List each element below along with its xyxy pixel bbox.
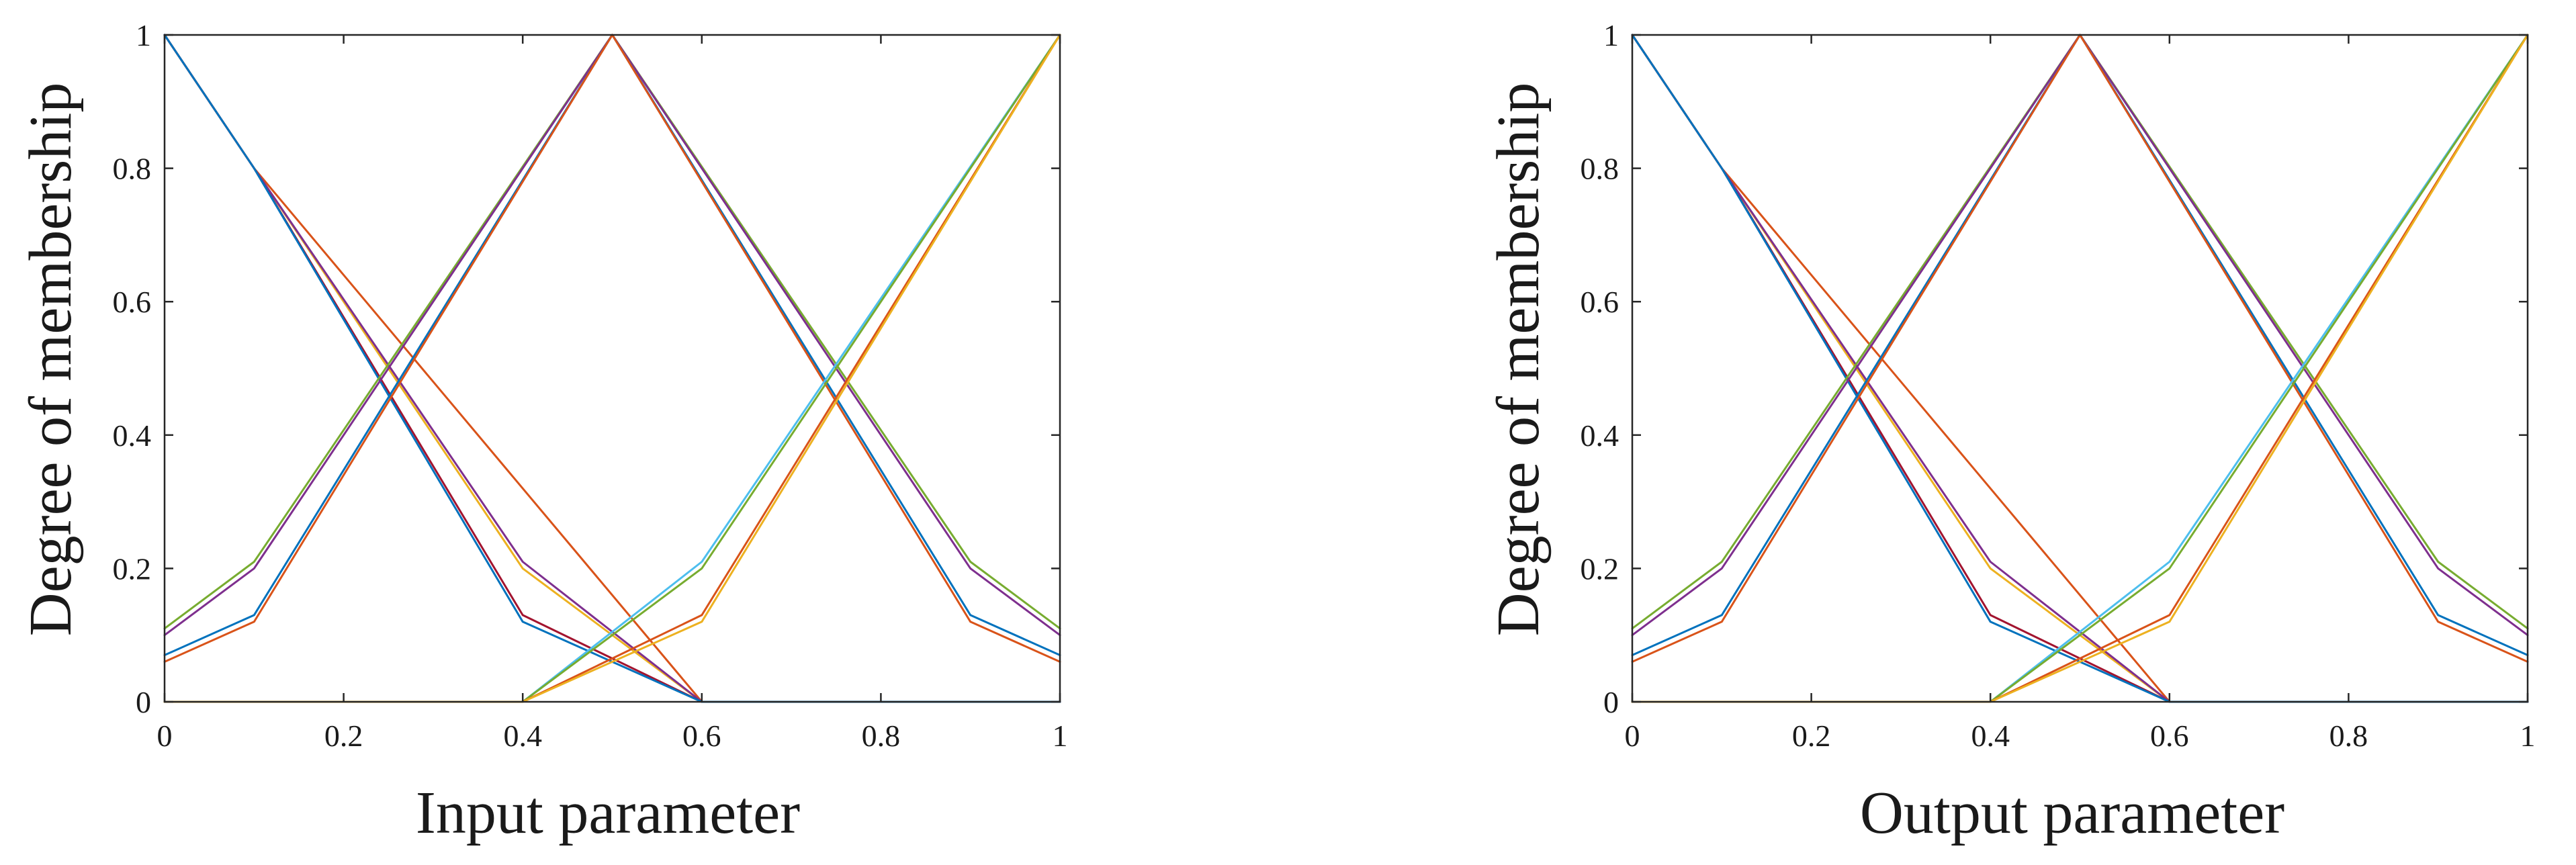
series-line-6 <box>1631 34 2529 630</box>
x-tick-label: 0 <box>1625 719 1640 753</box>
x-tick-label: 0.2 <box>1792 719 1831 753</box>
series-line-13 <box>163 34 1061 703</box>
series-line-2 <box>1631 34 2529 703</box>
x-tick-label: 0.4 <box>503 719 542 753</box>
series-line-11 <box>1631 34 2529 703</box>
y-tick-label: 0.4 <box>113 418 152 453</box>
axes-frame <box>1631 34 2529 703</box>
series-line-5 <box>163 34 1061 703</box>
x-axis-label: Output parameter <box>1860 780 2284 846</box>
x-tick-label: 0.4 <box>1971 719 2010 753</box>
series-line-7 <box>1631 34 2529 637</box>
series-line-9 <box>1631 34 2529 663</box>
y-tick-label: 0.8 <box>113 152 152 186</box>
series-line-2 <box>163 34 1061 703</box>
series-line-9 <box>163 34 1061 663</box>
y-axis-label: Degree of membership <box>1485 83 1552 637</box>
series-line-12 <box>163 34 1061 703</box>
axes-frame <box>163 34 1061 703</box>
y-tick-label: 0.8 <box>1581 152 1619 186</box>
y-tick-label: 1 <box>1603 18 1619 52</box>
x-tick-label: 1 <box>1053 719 1068 753</box>
x-tick-label: 1 <box>2520 719 2536 753</box>
x-tick-label: 0.6 <box>682 719 721 753</box>
series-line-4 <box>163 34 1061 703</box>
series-group <box>163 34 1061 703</box>
y-tick-label: 0 <box>136 685 151 719</box>
series-group <box>1631 34 2529 703</box>
series-line-8 <box>163 34 1061 656</box>
series-line-11 <box>163 34 1061 703</box>
chart-input: Degree of membership Input parameter 0 0.… <box>17 18 1068 846</box>
series-line-1 <box>1631 34 2529 703</box>
x-axis-label: Input parameter <box>416 780 800 846</box>
series-line-1 <box>163 34 1061 703</box>
x-tick-label: 0 <box>157 719 173 753</box>
series-line-7 <box>163 34 1061 637</box>
series-line-5 <box>1631 34 2529 703</box>
series-line-12 <box>1631 34 2529 703</box>
y-tick-label: 0.6 <box>113 285 152 319</box>
series-line-6 <box>163 34 1061 630</box>
y-tick-label: 0 <box>1603 685 1619 719</box>
series-line-13 <box>1631 34 2529 703</box>
y-tick-label: 0.4 <box>1581 418 1619 453</box>
series-line-10 <box>1631 34 2529 703</box>
x-tick-label: 0.8 <box>862 719 901 753</box>
y-tick-label: 0.2 <box>113 551 152 586</box>
y-tick-label: 1 <box>136 18 151 52</box>
series-line-3 <box>1631 34 2529 703</box>
y-tick-label: 0.2 <box>1581 551 1619 586</box>
x-tick-label: 0.8 <box>2329 719 2368 753</box>
series-line-10 <box>163 34 1061 703</box>
y-axis-label: Degree of membership <box>17 83 84 637</box>
series-line-3 <box>163 34 1061 703</box>
x-tick-label: 0.2 <box>324 719 363 753</box>
series-line-8 <box>1631 34 2529 656</box>
series-line-4 <box>1631 34 2529 703</box>
y-tick-label: 0.6 <box>1581 285 1619 319</box>
x-tick-label: 0.6 <box>2150 719 2189 753</box>
